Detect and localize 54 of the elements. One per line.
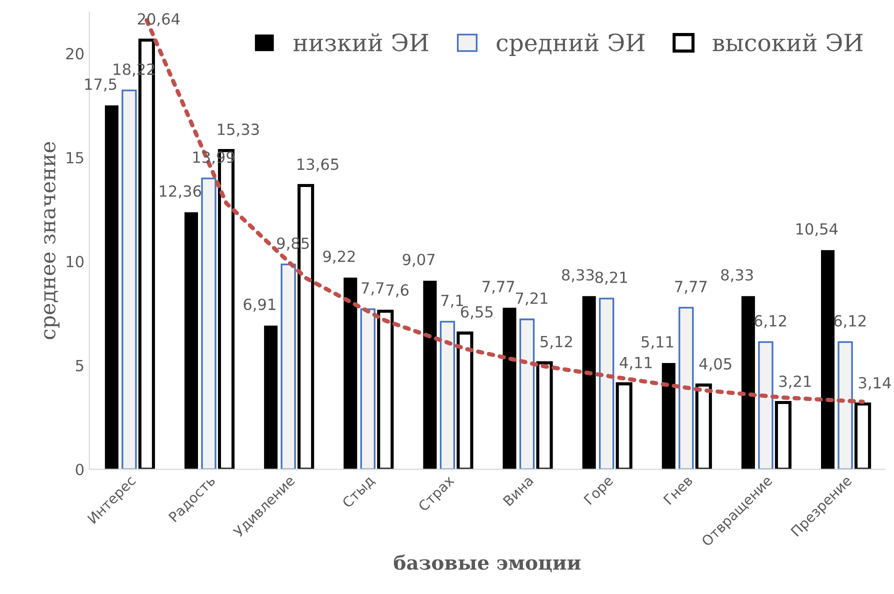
data-label: 6,91 (244, 298, 276, 312)
bar (360, 308, 376, 470)
data-label: 10,54 (796, 223, 838, 236)
data-label: 4,05 (699, 358, 732, 372)
legend-label: низкий ЭИ (294, 33, 428, 52)
bar (344, 278, 358, 470)
data-label: 7,7 (362, 282, 384, 296)
data-label: 12,36 (160, 185, 202, 198)
bar (838, 341, 853, 470)
bar (264, 326, 278, 470)
bar (741, 296, 755, 470)
legend-label: средний ЭИ (496, 33, 644, 56)
bar (184, 212, 198, 470)
bar (598, 298, 614, 470)
y-tick-label: 20 (66, 48, 84, 60)
y-axis-title: среднее значение (44, 142, 60, 340)
data-label: 5,12 (540, 336, 572, 349)
bar (519, 318, 535, 470)
data-label: 15,33 (218, 124, 259, 137)
bar (502, 308, 516, 470)
y-tick-label: 5 (76, 360, 84, 372)
data-label: 20,64 (138, 13, 180, 26)
y-tick-label: 10 (66, 256, 84, 268)
bar (821, 250, 835, 470)
data-label: 3,14 (858, 376, 891, 390)
data-label: 7,77 (482, 280, 514, 294)
data-label: 9,07 (402, 254, 435, 267)
data-label: 7,6 (386, 284, 409, 298)
data-label: 7,21 (516, 292, 548, 306)
data-label: 9,22 (323, 250, 355, 264)
bar (440, 320, 456, 470)
data-label: 4,11 (620, 357, 652, 370)
bar (662, 363, 676, 470)
bar (678, 306, 694, 470)
data-label: 13,65 (298, 158, 338, 172)
data-label: 7,77 (675, 280, 707, 294)
bar (201, 178, 216, 470)
data-label: 5,11 (642, 336, 674, 350)
data-label: 3,21 (779, 376, 811, 389)
data-label: 8,33 (721, 269, 753, 282)
legend-label: высокий ЭИ (712, 33, 863, 52)
y-tick-label: 15 (66, 152, 84, 164)
y-tick-label: 0 (76, 464, 84, 476)
data-label: 8,33 (562, 269, 594, 282)
data-label: 7,1 (441, 294, 463, 308)
bar (582, 296, 596, 470)
data-label: 8,21 (595, 272, 627, 285)
data-label: 17,5 (85, 78, 116, 92)
bar (423, 280, 437, 470)
x-axis-title: базовые эмоции (394, 554, 581, 572)
bar (122, 90, 137, 470)
bar (280, 264, 296, 470)
bar (104, 105, 118, 470)
data-label: 6,55 (460, 306, 493, 320)
